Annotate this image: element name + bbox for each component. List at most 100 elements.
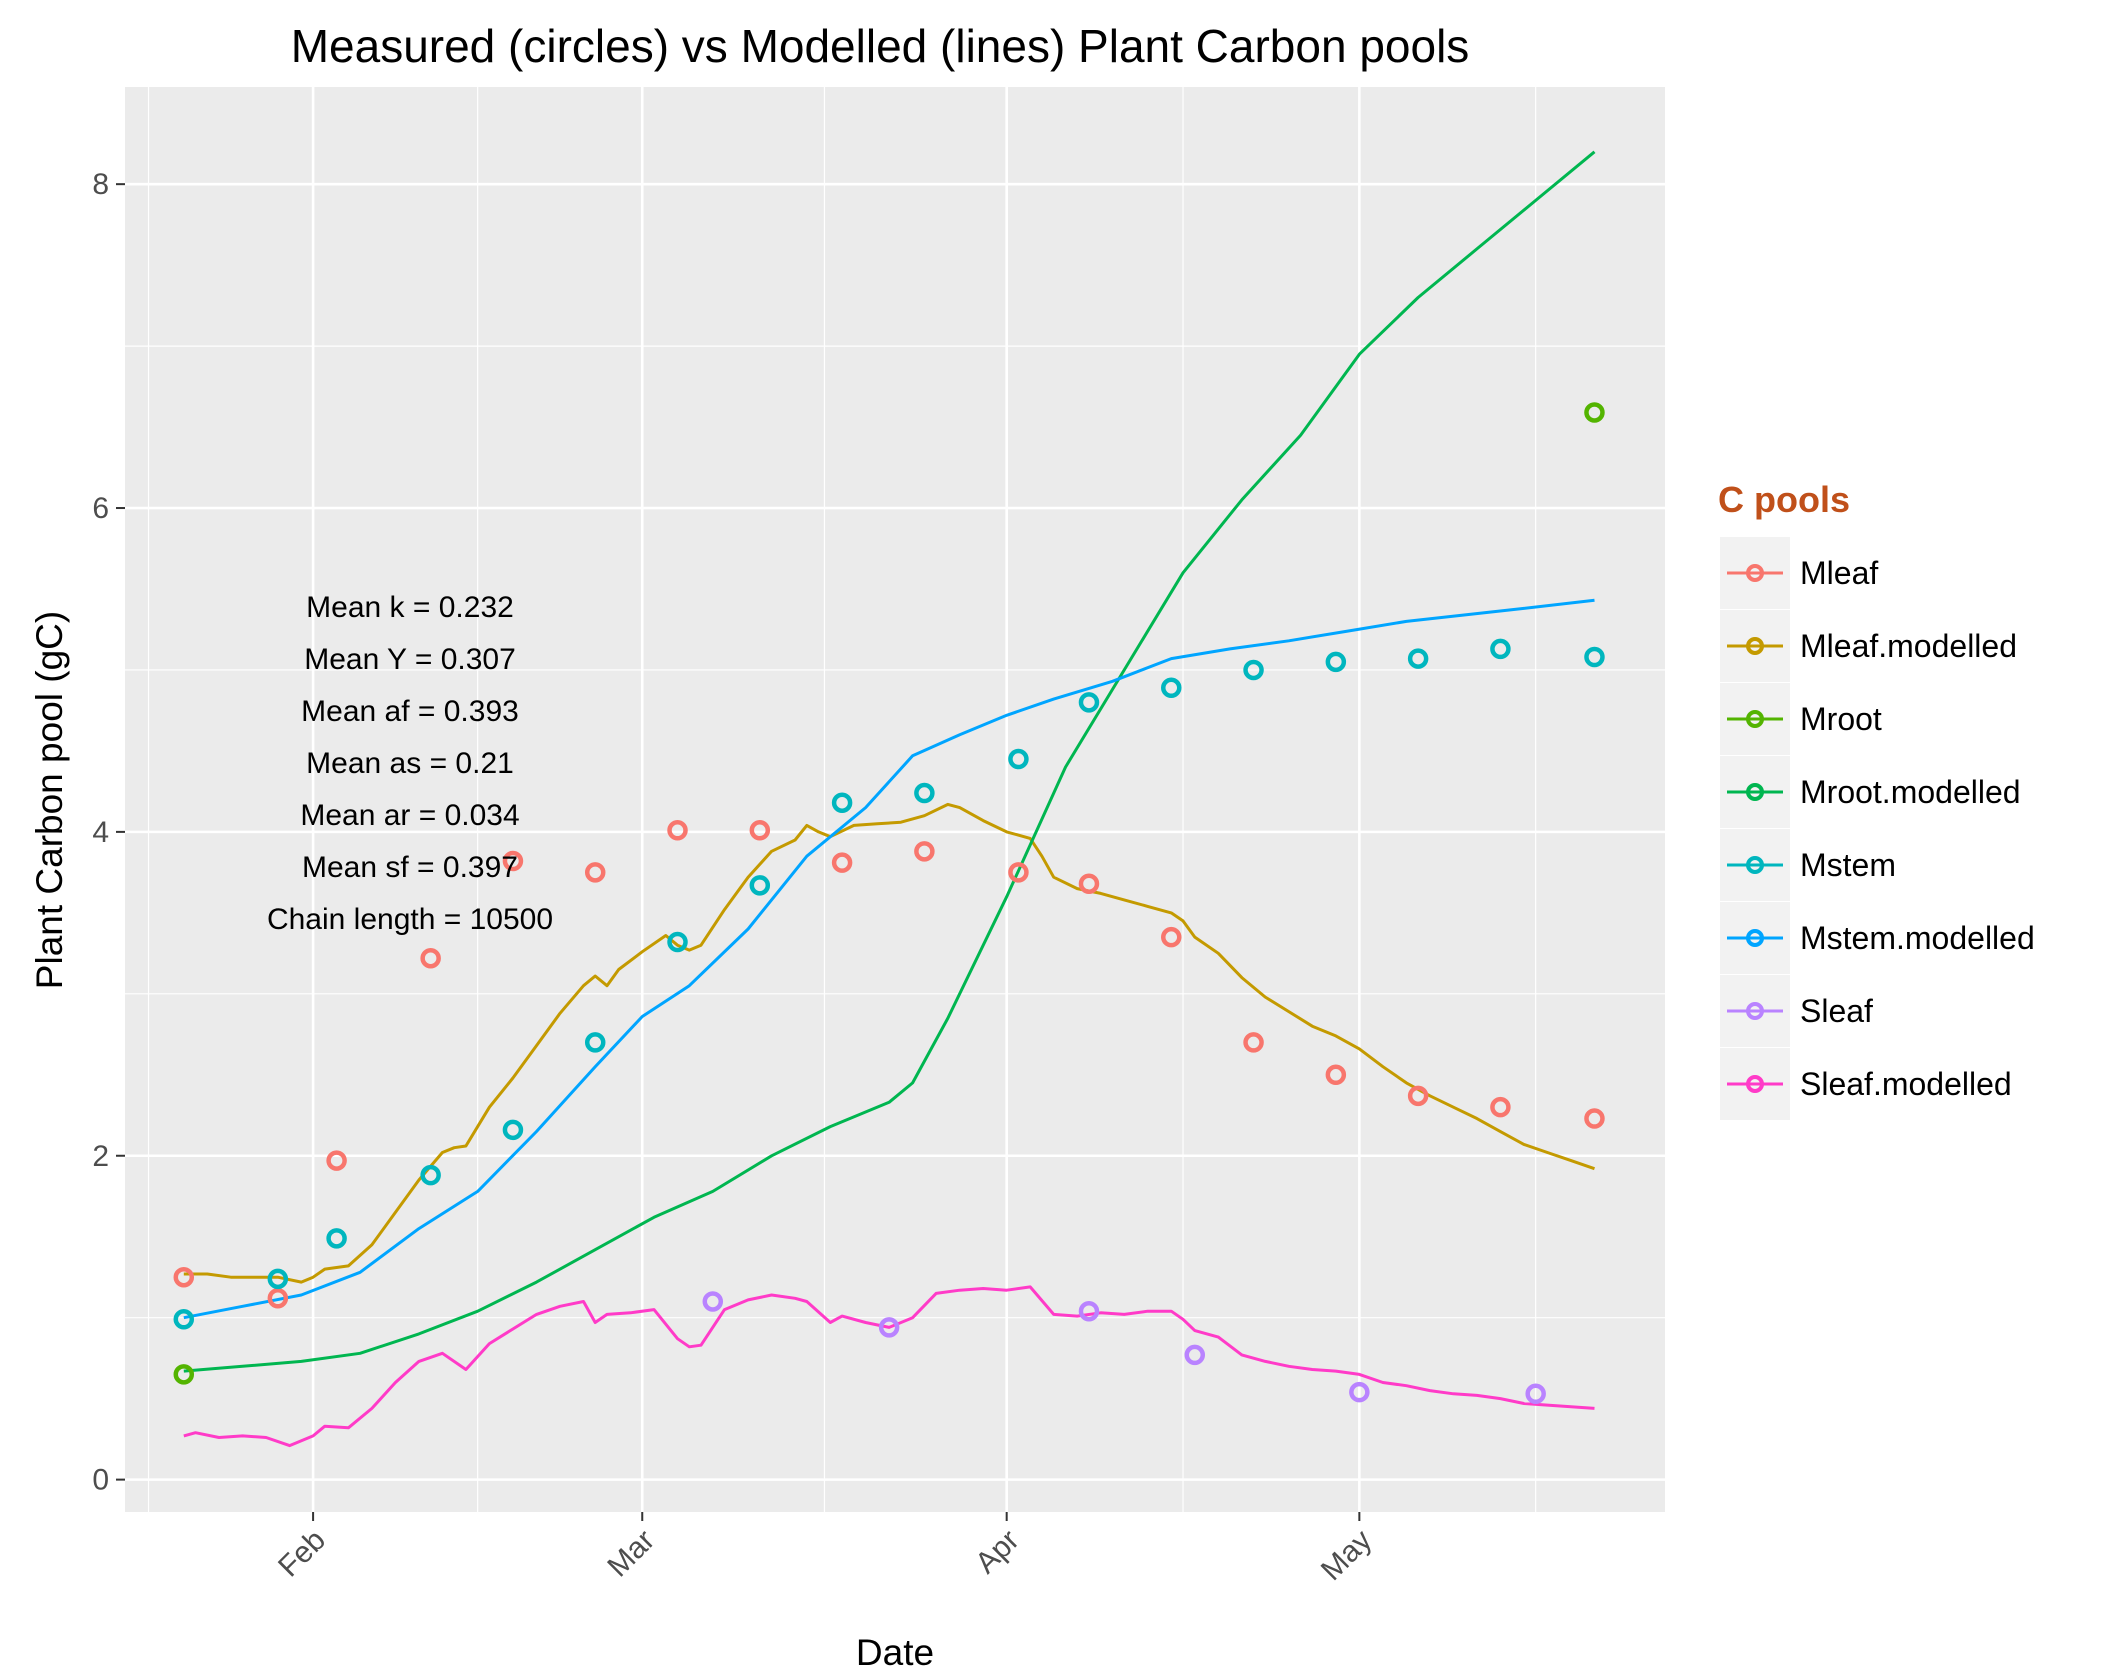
- data-point: [1490, 1096, 1511, 1118]
- y-tick-label: 2: [92, 1140, 109, 1173]
- series-Mroot-modelled: [183, 150, 1596, 1373]
- grid-lines: [125, 87, 1665, 1512]
- annotation-line: Mean k = 0.232: [306, 591, 514, 624]
- data-point: [914, 782, 935, 804]
- chart-title: Measured (circles) vs Modelled (lines) P…: [291, 20, 1470, 72]
- legend-item: Sleaf: [1720, 975, 1873, 1047]
- y-tick-label: 8: [92, 168, 109, 201]
- y-axis: 0 2 4 6 8: [92, 168, 125, 1497]
- data-point: [1525, 1383, 1546, 1405]
- data-point: [702, 1291, 724, 1312]
- data-point: [1161, 926, 1182, 948]
- x-tick-label: Feb: [272, 1524, 332, 1584]
- data-point: [1078, 873, 1100, 894]
- data-point: [1078, 692, 1100, 713]
- legend-label: Sleaf: [1800, 993, 1873, 1029]
- y-axis-title: Plant Carbon pool (gC): [29, 611, 70, 989]
- data-point: [667, 820, 688, 841]
- data-point: [1407, 1085, 1429, 1107]
- data-point: [749, 875, 771, 896]
- data-point: [1325, 1064, 1347, 1086]
- data-point: [1078, 1300, 1100, 1322]
- legend-label: Mstem.modelled: [1800, 920, 2035, 956]
- y-tick-label: 4: [92, 816, 109, 849]
- data-point: [831, 852, 853, 873]
- legend-key-point: [1746, 710, 1764, 728]
- legend-label: Mleaf.modelled: [1800, 628, 2017, 664]
- annotation-line: Mean sf = 0.397: [302, 851, 518, 884]
- data-point: [584, 862, 606, 883]
- legend-label: Mleaf: [1800, 555, 1878, 591]
- series-layer: [173, 150, 1605, 1448]
- legend-key-point: [1746, 856, 1764, 874]
- data-point: [326, 1150, 347, 1171]
- annotation-line: Chain length = 10500: [267, 903, 553, 936]
- data-point: [1008, 748, 1029, 770]
- legend-key-point: [1746, 1075, 1764, 1093]
- legend-key-point: [1746, 1002, 1764, 1020]
- annotation-line: Mean Y = 0.307: [304, 643, 516, 676]
- data-point: [267, 1268, 289, 1290]
- y-tick-label: 0: [92, 1464, 109, 1497]
- series-line: [183, 598, 1595, 1320]
- legend-key-point: [1746, 783, 1764, 801]
- legend-title: C pools: [1718, 479, 1850, 520]
- series-Sleaf: [702, 1291, 1546, 1405]
- plot-background: [125, 87, 1665, 1512]
- data-point: [1008, 862, 1029, 883]
- legend-label: Mstem: [1800, 847, 1896, 883]
- legend-key-point: [1746, 929, 1764, 947]
- data-point: [502, 1119, 524, 1141]
- x-tick-label: May: [1315, 1524, 1378, 1587]
- y-tick-label: 6: [92, 492, 109, 525]
- data-point: [584, 1032, 606, 1053]
- series-Sleaf-modelled: [183, 1285, 1595, 1448]
- legend-key-point: [1746, 564, 1764, 582]
- data-point: [914, 841, 935, 862]
- legend-item: Mroot: [1720, 683, 1882, 755]
- x-tick-label: Apr: [969, 1524, 1025, 1580]
- annotation-line: Mean ar = 0.034: [300, 799, 519, 832]
- data-point: [1490, 638, 1511, 660]
- data-point: [1243, 659, 1264, 681]
- legend-item: Mroot.modelled: [1720, 756, 2021, 828]
- series-Mstem-modelled: [183, 598, 1595, 1320]
- legend-label: Mroot: [1800, 701, 1882, 737]
- data-point: [1584, 1108, 1605, 1129]
- data-point: [749, 820, 771, 841]
- data-point: [1584, 402, 1605, 423]
- data-point: [173, 1364, 195, 1385]
- data-point: [502, 850, 524, 872]
- legend-items: Mleaf Mleaf.modelled Mroot Mroot.modelled Ms…: [1720, 537, 2035, 1120]
- x-tick-label: Mar: [601, 1524, 661, 1584]
- data-point: [1161, 677, 1182, 699]
- data-point: [1243, 1032, 1264, 1053]
- data-point: [878, 1317, 900, 1338]
- data-point: [1349, 1381, 1370, 1403]
- x-axis: Feb Mar Apr May: [272, 1512, 1378, 1587]
- data-point: [1584, 646, 1605, 668]
- legend: C pools Mleaf Mleaf.modelled Mroot Mroot.mo…: [1718, 479, 2035, 1120]
- data-point: [173, 1309, 195, 1330]
- series-line: [183, 1285, 1595, 1448]
- legend-item: Mleaf: [1720, 537, 1878, 609]
- data-point: [1184, 1344, 1206, 1366]
- legend-item: Mstem.modelled: [1720, 902, 2035, 974]
- series-Mroot: [173, 402, 1605, 1385]
- data-point: [326, 1228, 347, 1249]
- legend-item: Mleaf.modelled: [1720, 610, 2017, 682]
- series-Mstem: [173, 638, 1605, 1330]
- legend-item: Mstem: [1720, 829, 1896, 901]
- legend-item: Sleaf.modelled: [1720, 1048, 2012, 1120]
- data-point: [667, 931, 688, 953]
- data-point: [420, 1164, 441, 1186]
- data-point: [1325, 651, 1347, 673]
- annotation-line: Mean af = 0.393: [301, 695, 519, 728]
- series-Mleaf: [173, 820, 1605, 1309]
- x-axis-title: Date: [856, 1632, 934, 1673]
- data-point: [1407, 648, 1429, 669]
- annotation-block: Mean k = 0.232 Mean Y = 0.307 Mean af = 0.…: [267, 591, 553, 936]
- legend-key-point: [1746, 637, 1764, 655]
- data-point: [831, 792, 853, 813]
